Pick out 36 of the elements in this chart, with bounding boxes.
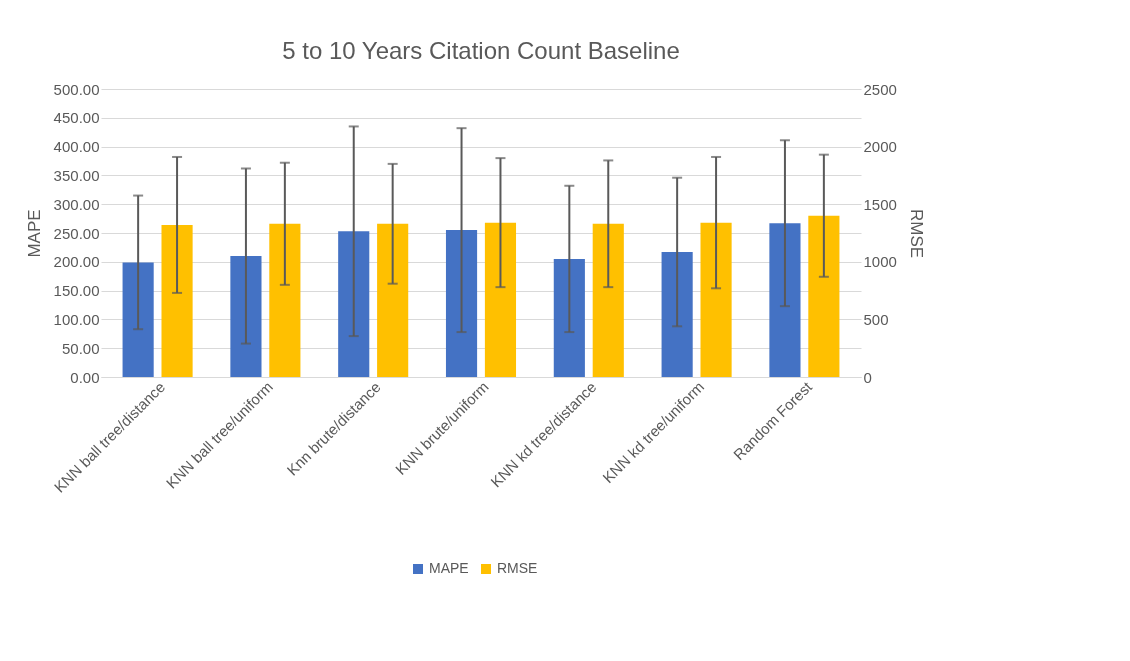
bar [161,224,193,377]
y-tick-label: 150.00 [53,282,100,300]
y2-tick-label: 500 [863,310,889,328]
bar [592,223,624,377]
bar [553,258,585,377]
bar [338,231,370,377]
y-tick-label: 200.00 [53,253,100,271]
legend-label: RMSE [497,560,538,576]
legend-label: MAPE [429,560,469,576]
y-tick-label: 450.00 [53,109,100,127]
bar [377,223,409,377]
y-tick-label: 250.00 [53,224,100,242]
y-tick-label: 300.00 [53,195,100,213]
bar [484,222,517,377]
bar [700,222,732,377]
y2-tick-label: 2000 [863,138,897,156]
bar [661,252,693,377]
y2-axis-title: RMSE [906,208,926,259]
y-tick-label: 50.00 [61,339,100,357]
bar [445,230,478,377]
y2-tick-label: 0 [863,368,872,386]
chart-title: 5 to 10 Years Citation Count Baseline [282,37,680,64]
y2-tick-label: 1500 [863,195,897,213]
y2-tick-label: 2500 [863,80,897,98]
bar [230,256,262,377]
bar [269,223,301,377]
bar [808,215,840,377]
y-tick-label: 0.00 [70,368,100,386]
y-tick-label: 400.00 [53,138,100,156]
y-tick-label: 350.00 [53,166,100,184]
y-tick-label: 500.00 [53,80,100,98]
y-axis-title: MAPE [24,209,44,258]
y-tick-label: 100.00 [53,310,100,328]
bar [122,262,154,377]
bar [769,223,801,377]
y2-tick-label: 1000 [863,253,897,271]
